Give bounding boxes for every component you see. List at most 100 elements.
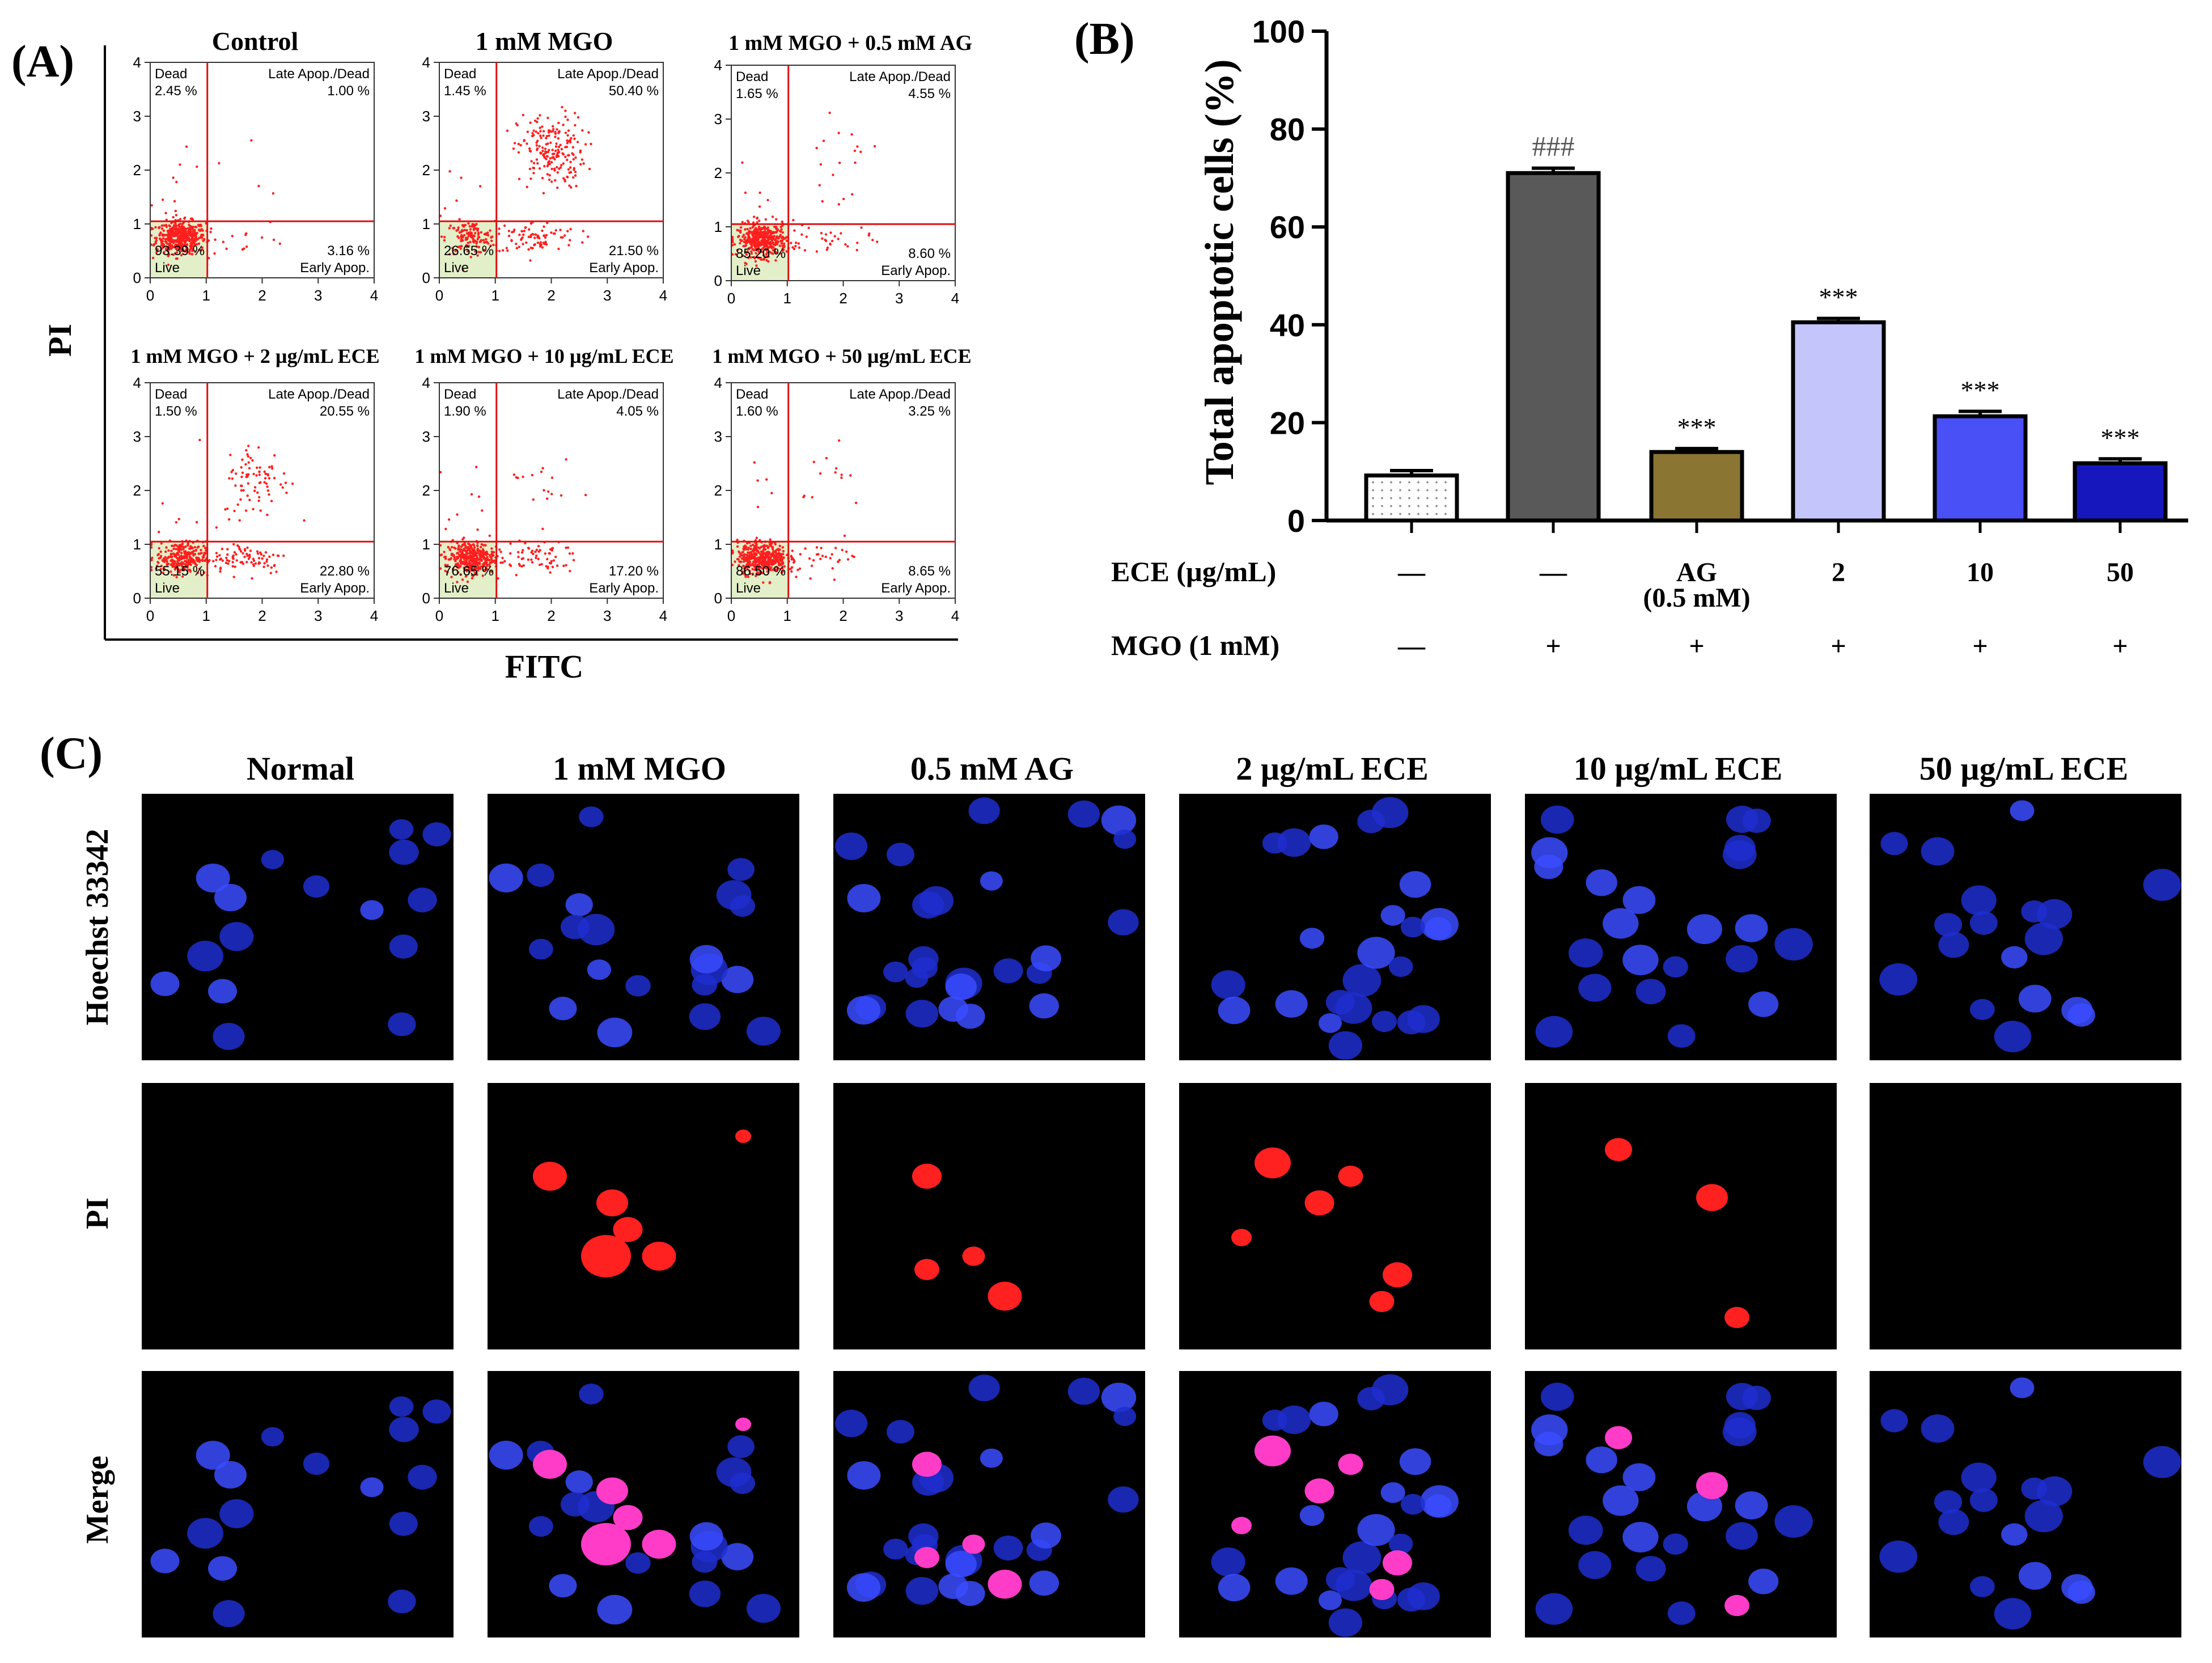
nucleus bbox=[689, 945, 723, 974]
x-tick-label: 2 bbox=[547, 287, 555, 304]
event-dot bbox=[498, 227, 501, 230]
event-dot bbox=[551, 565, 554, 569]
nucleus bbox=[883, 961, 908, 983]
pattern-dot bbox=[1372, 481, 1374, 484]
nucleus bbox=[196, 864, 230, 893]
mgo-row-cell: + bbox=[1689, 631, 1704, 661]
event-dot bbox=[485, 566, 488, 569]
event-dot bbox=[767, 255, 770, 258]
event-dot bbox=[876, 240, 879, 243]
nucleus bbox=[727, 1435, 755, 1458]
nucleus bbox=[716, 1457, 752, 1487]
event-dot bbox=[461, 268, 464, 272]
pattern-dot bbox=[1372, 489, 1374, 492]
event-dot bbox=[477, 246, 481, 248]
event-dot bbox=[752, 543, 755, 547]
event-dot bbox=[541, 176, 544, 180]
event-dot bbox=[466, 580, 469, 583]
event-dot bbox=[219, 557, 222, 560]
event-dot bbox=[560, 147, 563, 151]
event-dot bbox=[164, 550, 167, 553]
event-dot bbox=[264, 472, 267, 475]
event-dot bbox=[517, 151, 520, 154]
event-dot bbox=[186, 237, 189, 240]
event-dot bbox=[234, 565, 236, 568]
event-dot bbox=[177, 557, 180, 560]
event-dot bbox=[546, 116, 549, 120]
event-dot bbox=[188, 555, 191, 558]
nucleus bbox=[968, 797, 1000, 824]
event-dot bbox=[741, 235, 744, 238]
event-dot bbox=[474, 565, 477, 568]
event-dot bbox=[457, 226, 460, 229]
nucleus bbox=[689, 1522, 723, 1551]
nucleus bbox=[389, 1416, 419, 1442]
event-dot bbox=[556, 564, 559, 567]
micrograph-column-header: 10 µg/mL ECE bbox=[1574, 750, 1783, 787]
event-dot bbox=[241, 471, 244, 474]
event-dot bbox=[471, 225, 473, 228]
ece-row-cell: — bbox=[1397, 557, 1426, 587]
event-dot bbox=[765, 240, 768, 243]
quadrant-name-dead: Dead bbox=[155, 387, 187, 402]
event-dot bbox=[765, 478, 768, 481]
event-dot bbox=[767, 545, 770, 548]
event-dot bbox=[462, 225, 465, 228]
event-dot bbox=[256, 466, 259, 469]
nucleus bbox=[2143, 869, 2181, 901]
event-dot bbox=[566, 230, 569, 232]
event-dot bbox=[829, 242, 832, 246]
quadrant-name-early: Early Apop. bbox=[881, 581, 951, 596]
event-dot bbox=[546, 173, 549, 176]
event-dot bbox=[749, 547, 752, 551]
event-dot bbox=[751, 572, 755, 576]
event-dot bbox=[464, 556, 468, 558]
nucleus bbox=[1934, 1490, 1962, 1514]
event-dot bbox=[252, 472, 255, 476]
nucleus bbox=[303, 1452, 330, 1475]
nucleus bbox=[360, 900, 384, 920]
event-dot bbox=[180, 552, 183, 555]
event-dot bbox=[180, 568, 183, 572]
event-dot bbox=[763, 557, 766, 561]
micrograph-merge-1 bbox=[142, 1371, 454, 1637]
event-dot bbox=[769, 561, 773, 564]
micrograph-pi-1 bbox=[142, 1083, 454, 1349]
event-dot bbox=[757, 246, 760, 249]
event-dot bbox=[458, 231, 461, 234]
event-dot bbox=[468, 547, 471, 551]
nucleus bbox=[847, 884, 881, 913]
event-dot bbox=[752, 249, 756, 252]
event-dot bbox=[738, 551, 741, 554]
event-dot bbox=[565, 458, 567, 461]
event-dot bbox=[554, 179, 557, 182]
event-dot bbox=[775, 218, 778, 221]
event-dot bbox=[503, 560, 506, 562]
event-dot bbox=[815, 146, 818, 150]
event-dot bbox=[475, 466, 478, 468]
event-dot bbox=[772, 560, 776, 562]
event-dot bbox=[744, 566, 747, 570]
event-dot bbox=[499, 561, 502, 564]
event-dot bbox=[753, 461, 756, 464]
nucleus bbox=[2067, 1580, 2095, 1604]
event-dot bbox=[790, 570, 793, 573]
event-dot bbox=[202, 544, 205, 548]
event-dot bbox=[486, 234, 490, 237]
nucleus bbox=[1211, 1547, 1245, 1577]
nucleus bbox=[408, 1465, 437, 1490]
nucleus bbox=[1994, 1598, 2032, 1630]
nucleus bbox=[905, 968, 929, 988]
event-dot bbox=[840, 476, 843, 479]
event-dot bbox=[750, 553, 753, 557]
event-dot bbox=[757, 226, 761, 229]
event-dot bbox=[183, 557, 185, 560]
event-dot bbox=[534, 233, 537, 236]
nucleus bbox=[214, 883, 247, 912]
event-dot bbox=[548, 149, 550, 151]
event-dot bbox=[569, 166, 572, 169]
nucleus bbox=[1357, 1387, 1385, 1411]
event-dot bbox=[245, 473, 248, 476]
flow-plot-5: 1 mM MGO + 10 µg/mL ECE0011223344Dead1.9… bbox=[414, 345, 673, 624]
event-dot bbox=[247, 461, 250, 464]
